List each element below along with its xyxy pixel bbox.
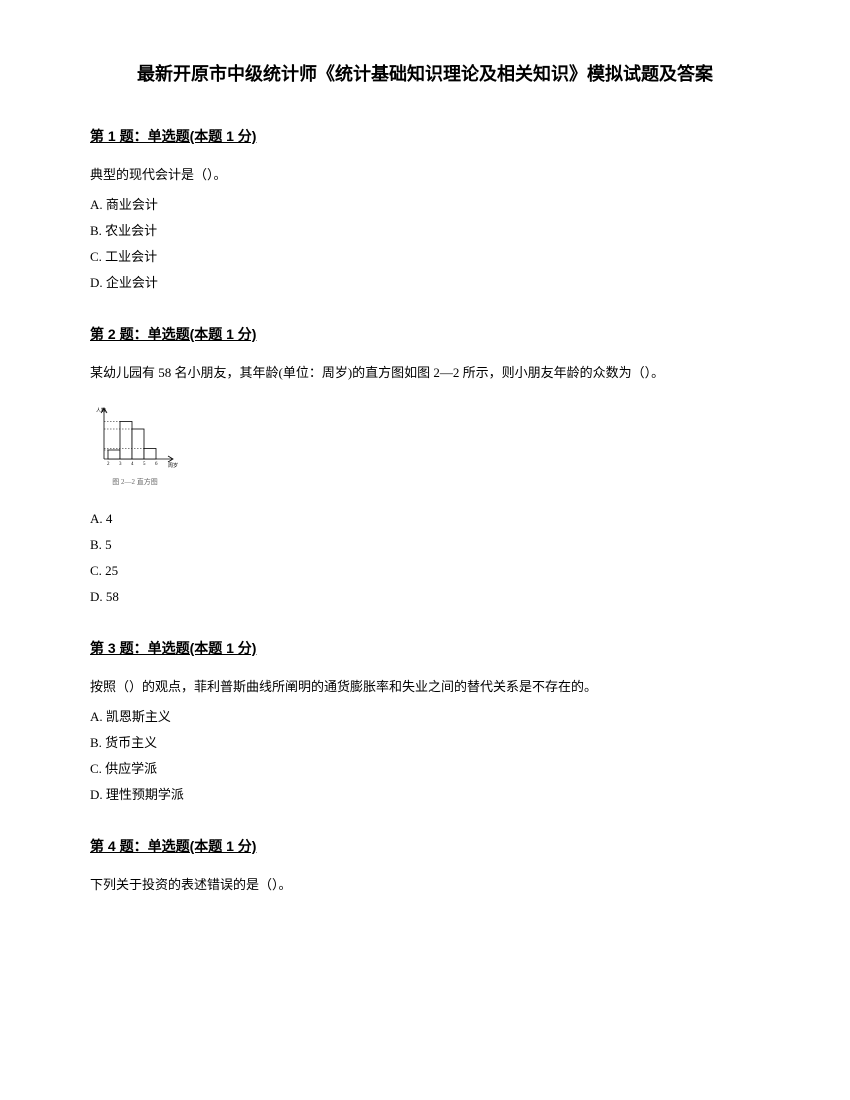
document-title: 最新开原市中级统计师《统计基础知识理论及相关知识》模拟试题及答案 [90, 60, 760, 86]
question-3-option-a: A. 凯恩斯主义 [90, 704, 760, 730]
question-2-option-b: B. 5 [90, 532, 760, 558]
question-1-option-a: A. 商业会计 [90, 192, 760, 218]
bar-3 [132, 429, 144, 459]
histogram-chart: 人数 周岁 2 3 4 5 6 图 2—2 直方图 [90, 404, 180, 484]
question-4-body: 下列关于投资的表述错误的是（）。 [90, 872, 760, 898]
question-3-option-b: B. 货币主义 [90, 730, 760, 756]
chart-caption: 图 2—2 直方图 [90, 477, 180, 487]
question-2-header: 第 2 题：单选题(本题 1 分) [90, 324, 760, 344]
question-2-option-a: A. 4 [90, 506, 760, 532]
question-2-body: 某幼儿园有 58 名小朋友，其年龄(单位：周岁)的直方图如图 2—2 所示，则小… [90, 360, 760, 386]
question-3-header: 第 3 题：单选题(本题 1 分) [90, 638, 760, 658]
y-axis-label: 人数 [96, 407, 106, 414]
x-axis-label: 周岁 [168, 462, 178, 469]
bar-1 [108, 450, 120, 459]
x-tick-6: 6 [155, 462, 158, 467]
x-tick-4: 4 [131, 462, 134, 467]
question-1-header: 第 1 题：单选题(本题 1 分) [90, 126, 760, 146]
question-3-option-c: C. 供应学派 [90, 756, 760, 782]
question-1-option-c: C. 工业会计 [90, 244, 760, 270]
bar-4 [144, 449, 156, 460]
bar-2 [120, 422, 132, 460]
question-2-option-d: D. 58 [90, 584, 760, 610]
question-1-body: 典型的现代会计是（）。 [90, 162, 760, 188]
x-tick-3: 3 [119, 462, 122, 467]
question-1-option-b: B. 农业会计 [90, 218, 760, 244]
question-1-option-d: D. 企业会计 [90, 270, 760, 296]
question-3-body: 按照（）的观点，菲利普斯曲线所阐明的通货膨胀率和失业之间的替代关系是不存在的。 [90, 674, 760, 700]
x-tick-5: 5 [143, 462, 146, 467]
x-tick-2: 2 [107, 462, 110, 467]
question-3-option-d: D. 理性预期学派 [90, 782, 760, 808]
question-4-header: 第 4 题：单选题(本题 1 分) [90, 836, 760, 856]
question-2-option-c: C. 25 [90, 558, 760, 584]
histogram-svg: 人数 周岁 2 3 4 5 6 [90, 404, 180, 469]
